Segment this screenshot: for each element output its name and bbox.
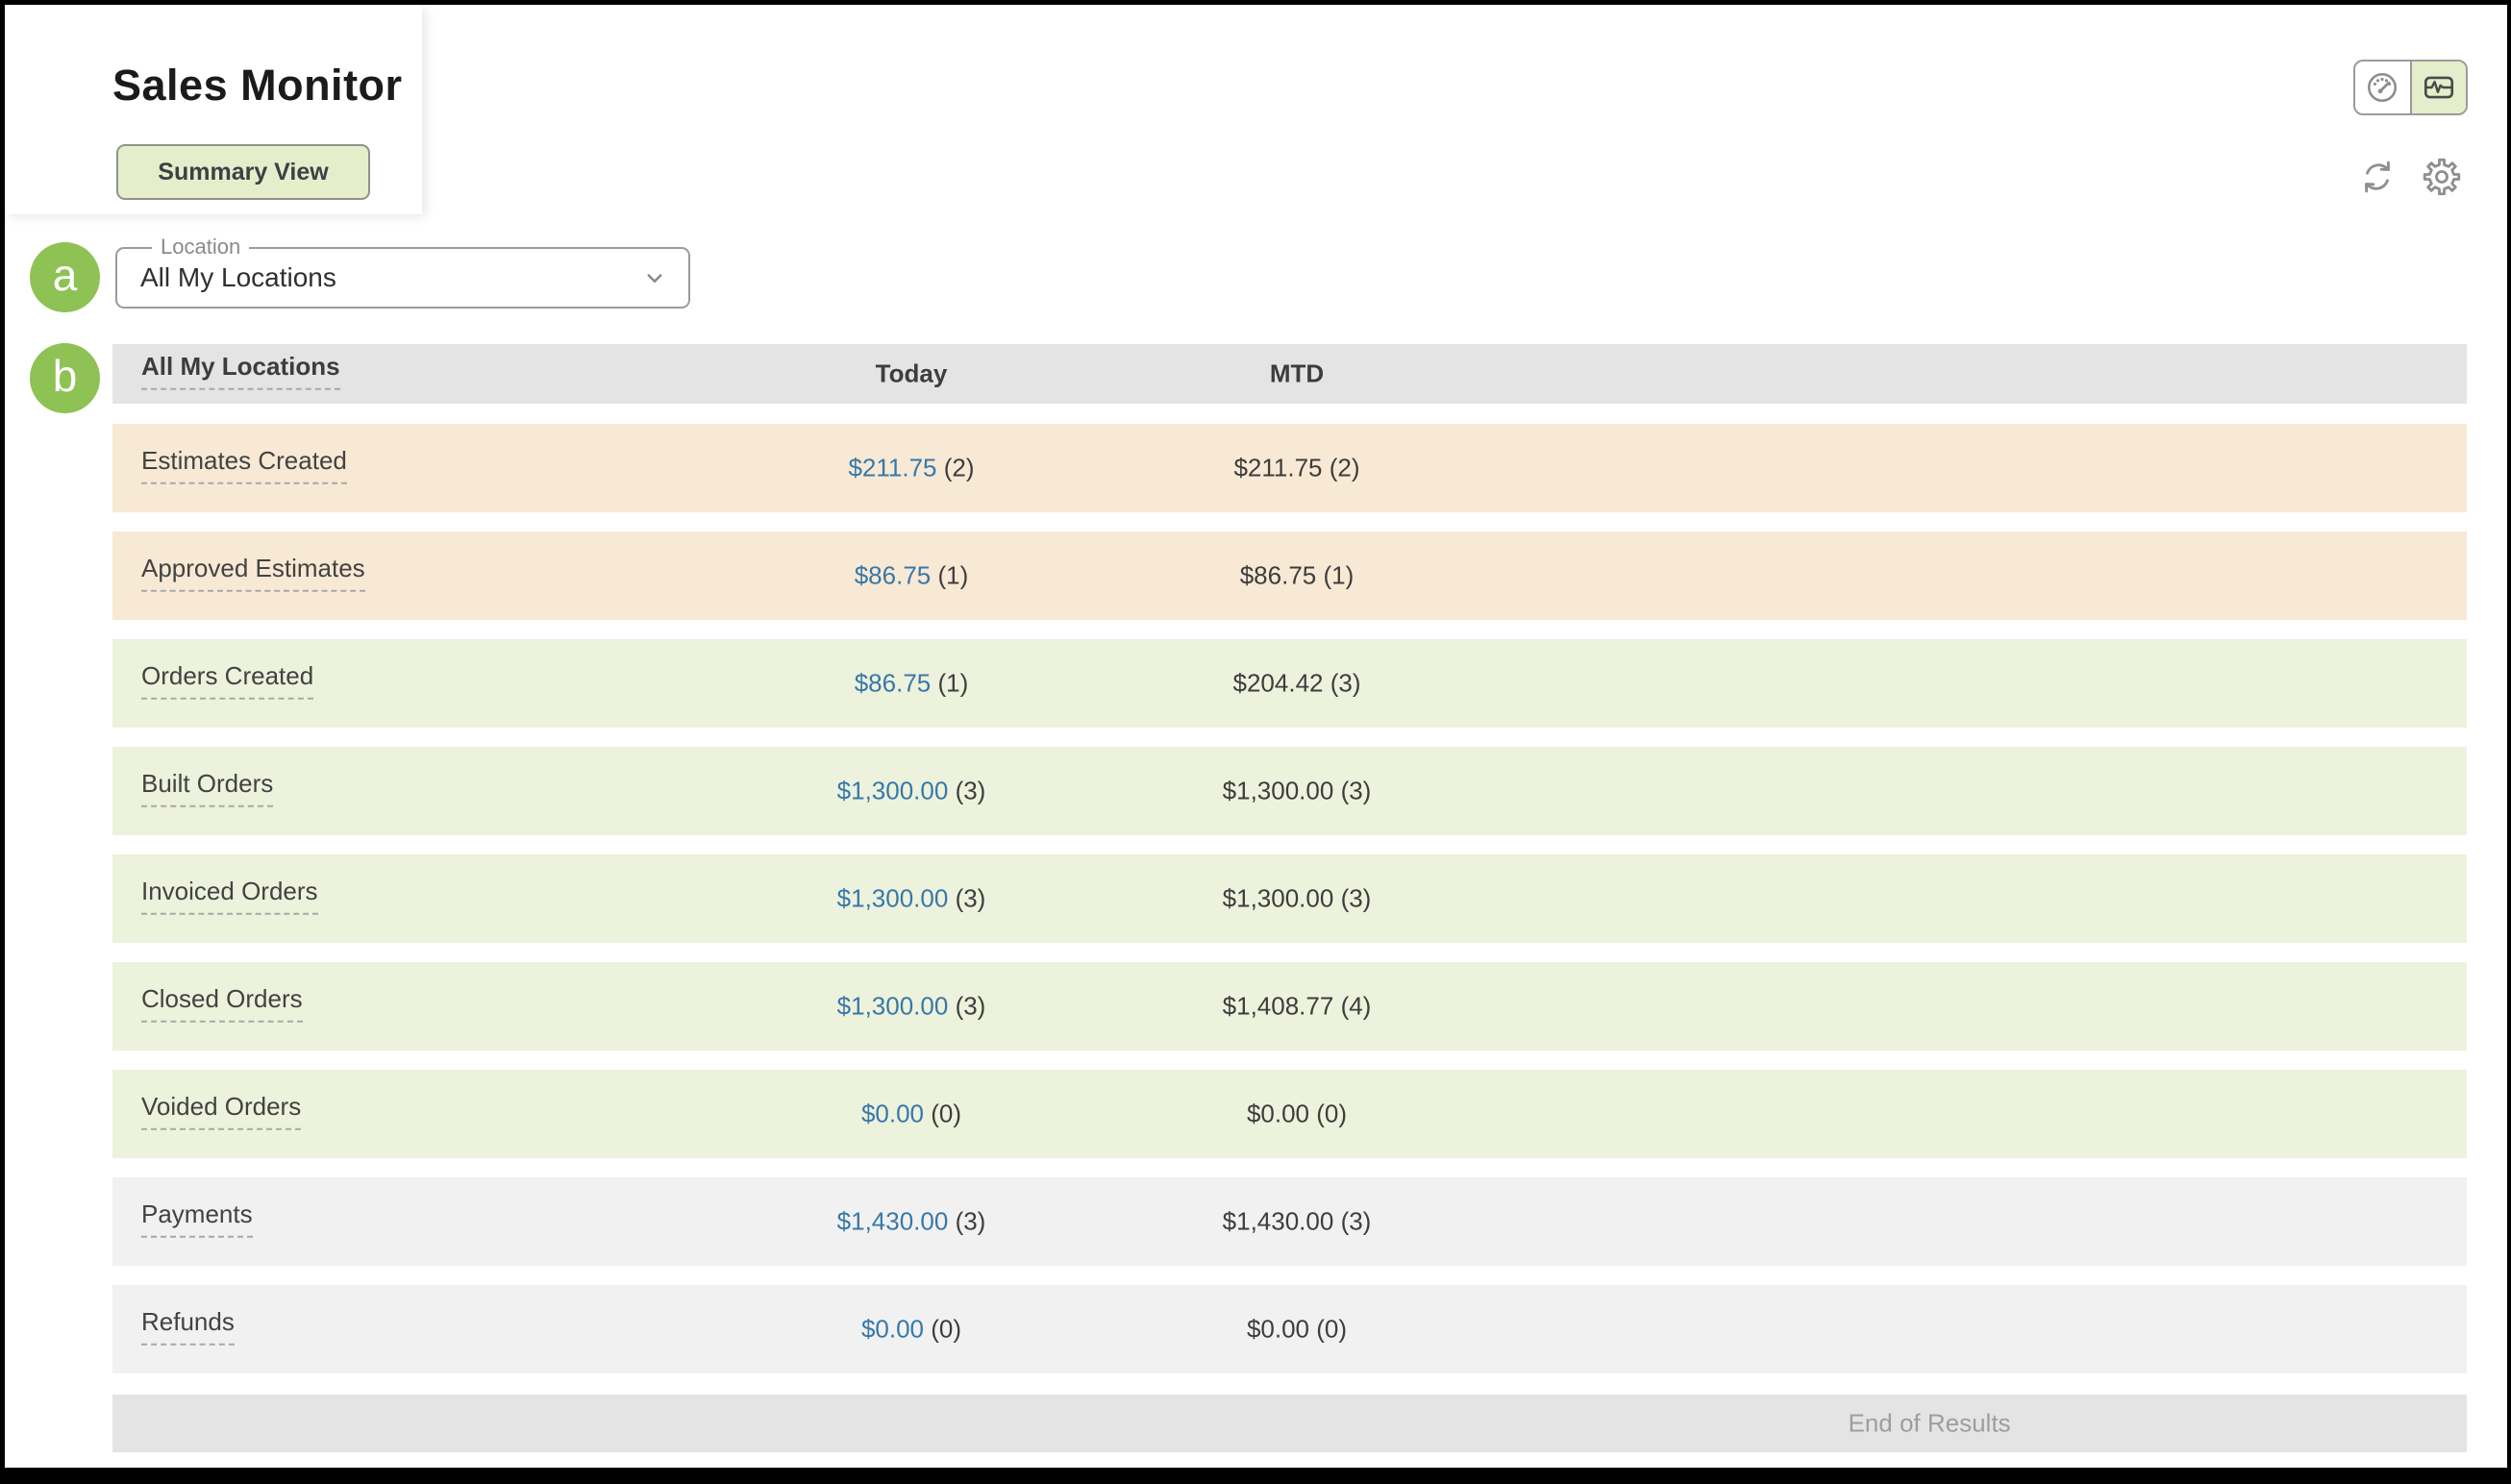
table-row: Estimates Created $211.75 (2) $211.75 (2… [112, 424, 2467, 512]
metric-label[interactable]: Built Orders [141, 769, 274, 807]
today-amount-link[interactable]: $0.00 [860, 1099, 925, 1128]
column-header-today: Today [875, 359, 948, 388]
today-count: (3) [955, 883, 986, 913]
metric-label[interactable]: Closed Orders [141, 984, 303, 1023]
app-window: Sales Monitor Summary View [5, 5, 2507, 1468]
mtd-count: (4) [1340, 991, 1372, 1021]
metric-label[interactable]: Orders Created [141, 661, 314, 700]
mtd-cell: $211.75 (2) [1233, 454, 1359, 483]
table-row: Approved Estimates $86.75 (1) $86.75 (1) [112, 532, 2467, 620]
today-cell: $86.75 (1) [855, 669, 969, 699]
metric-label[interactable]: Voided Orders [141, 1092, 302, 1130]
mtd-cell: $0.00 (0) [1247, 1315, 1347, 1345]
today-cell: $0.00 (0) [861, 1100, 961, 1129]
gauge-view-button[interactable] [2355, 62, 2410, 113]
gear-icon [2421, 156, 2463, 198]
mtd-count: (2) [1329, 453, 1360, 482]
mtd-cell: $1,300.00 (3) [1223, 777, 1372, 806]
table-header: All My Locations Today MTD [112, 344, 2467, 404]
chevron-down-icon [640, 263, 669, 292]
refresh-button[interactable] [2358, 158, 2397, 196]
metric-label[interactable]: Estimates Created [141, 446, 347, 484]
mtd-count: (3) [1340, 776, 1372, 805]
mtd-count: (0) [1316, 1099, 1348, 1128]
table-row: Refunds $0.00 (0) $0.00 (0) [112, 1285, 2467, 1373]
mtd-amount: $1,430.00 [1222, 1206, 1334, 1236]
gauge-icon [2364, 69, 2400, 106]
location-select-value: All My Locations [140, 262, 336, 292]
mtd-cell: $1,430.00 (3) [1223, 1207, 1372, 1237]
mtd-cell: $1,408.77 (4) [1223, 992, 1372, 1022]
mtd-count: (0) [1316, 1314, 1348, 1344]
view-toggle [2353, 60, 2468, 115]
table-row: Invoiced Orders $1,300.00 (3) $1,300.00 … [112, 854, 2467, 943]
table-row: Closed Orders $1,300.00 (3) $1,408.77 (4… [112, 962, 2467, 1051]
end-of-results-label: End of Results [1848, 1408, 2011, 1438]
today-amount-link[interactable]: $86.75 [854, 668, 932, 698]
metric-label[interactable]: Approved Estimates [141, 554, 365, 592]
today-count: (0) [931, 1314, 962, 1344]
table-footer: End of Results [112, 1395, 2467, 1452]
today-count: (1) [937, 560, 969, 590]
location-select-label: Location [152, 235, 250, 260]
today-count: (1) [937, 668, 969, 698]
column-header-location[interactable]: All My Locations [141, 352, 340, 390]
today-cell: $1,300.00 (3) [837, 884, 986, 914]
table-row: Payments $1,430.00 (3) $1,430.00 (3) [112, 1177, 2467, 1266]
mtd-count: (3) [1340, 1206, 1372, 1236]
mtd-amount: $0.00 [1246, 1099, 1310, 1128]
metric-label[interactable]: Payments [141, 1200, 253, 1238]
mtd-count: (3) [1330, 668, 1361, 698]
mtd-amount: $1,300.00 [1222, 883, 1334, 913]
metric-label[interactable]: Refunds [141, 1307, 235, 1346]
mtd-cell: $204.42 (3) [1233, 669, 1361, 699]
table-row: Orders Created $86.75 (1) $204.42 (3) [112, 639, 2467, 728]
mtd-amount: $1,300.00 [1222, 776, 1334, 805]
today-count: (3) [955, 1206, 986, 1236]
mtd-cell: $1,300.00 (3) [1223, 884, 1372, 914]
mtd-amount: $86.75 [1239, 560, 1317, 590]
today-count: (2) [943, 453, 975, 482]
sales-table: All My Locations Today MTD Estimates Cre… [112, 5, 2467, 1468]
today-count: (3) [955, 991, 986, 1021]
today-amount-link[interactable]: $1,300.00 [836, 991, 949, 1021]
column-header-mtd: MTD [1269, 359, 1325, 388]
today-amount-link[interactable]: $1,300.00 [836, 883, 949, 913]
mtd-amount: $211.75 [1233, 453, 1323, 482]
table-body: Estimates Created $211.75 (2) $211.75 (2… [112, 424, 2467, 1393]
mtd-amount: $1,408.77 [1222, 991, 1334, 1021]
metric-label[interactable]: Invoiced Orders [141, 877, 318, 915]
mtd-count: (3) [1340, 883, 1372, 913]
refresh-icon [2358, 158, 2397, 196]
today-count: (3) [955, 776, 986, 805]
page-title: Sales Monitor [112, 61, 403, 110]
summary-view-button[interactable]: Summary View [116, 144, 370, 200]
monitor-view-button[interactable] [2409, 62, 2466, 113]
mtd-count: (1) [1323, 560, 1355, 590]
today-cell: $0.00 (0) [861, 1315, 961, 1345]
mtd-cell: $86.75 (1) [1240, 561, 1355, 591]
today-amount-link[interactable]: $1,300.00 [836, 776, 949, 805]
table-row: Built Orders $1,300.00 (3) $1,300.00 (3) [112, 747, 2467, 835]
today-cell: $1,300.00 (3) [837, 992, 986, 1022]
today-amount-link[interactable]: $211.75 [848, 453, 937, 482]
mtd-amount: $0.00 [1246, 1314, 1310, 1344]
annotation-badge-b: b [30, 343, 100, 413]
today-amount-link[interactable]: $86.75 [854, 560, 932, 590]
table-row: Voided Orders $0.00 (0) $0.00 (0) [112, 1070, 2467, 1158]
location-select[interactable]: Location All My Locations [115, 235, 690, 309]
today-amount-link[interactable]: $0.00 [860, 1314, 925, 1344]
today-count: (0) [931, 1099, 962, 1128]
today-cell: $86.75 (1) [855, 561, 969, 591]
settings-button[interactable] [2421, 156, 2463, 198]
today-cell: $1,300.00 (3) [837, 777, 986, 806]
today-cell: $1,430.00 (3) [837, 1207, 986, 1237]
annotation-badge-a: a [30, 242, 100, 312]
mtd-amount: $204.42 [1232, 668, 1324, 698]
mtd-cell: $0.00 (0) [1247, 1100, 1347, 1129]
today-cell: $211.75 (2) [848, 454, 974, 483]
monitor-pulse-icon [2420, 69, 2458, 106]
today-amount-link[interactable]: $1,430.00 [836, 1206, 949, 1236]
